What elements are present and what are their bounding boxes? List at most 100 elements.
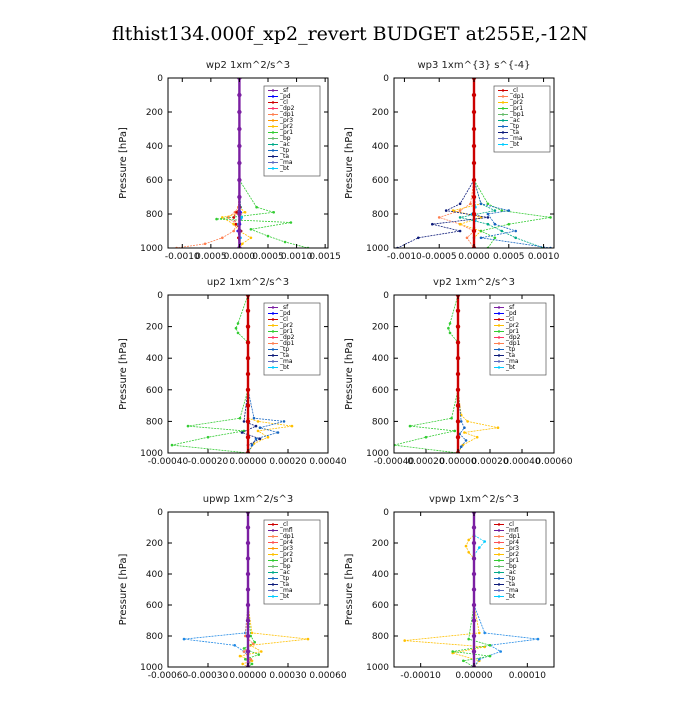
legend-marker [497, 565, 501, 568]
legend-entry: _cl [279, 521, 288, 528]
legend-entry: _cl [279, 316, 288, 323]
y-tick-label: 200 [146, 108, 163, 118]
legend-entry: _bt [279, 364, 290, 371]
legend-entry: _mfl [279, 527, 293, 534]
data-point-tp [479, 236, 483, 240]
legend-marker [497, 547, 501, 550]
data-point-pr2 [260, 650, 263, 653]
panel-title: vp2 1xm^2/s^3 [433, 277, 515, 288]
legend-entry: _bt [505, 364, 516, 371]
data-point-tp [459, 420, 463, 423]
data-point-cl [245, 371, 251, 377]
x-tick-label: 0.00030 [269, 671, 306, 681]
series-group [403, 512, 540, 667]
legend-marker [271, 583, 275, 586]
legend-marker [271, 577, 275, 580]
data-point-ac [500, 229, 504, 233]
legend-marker [497, 535, 501, 538]
legend-entry: _pr3 [279, 117, 293, 124]
data-point-pr2 [256, 429, 260, 433]
data-point-sf [237, 228, 242, 234]
x-tick-label: -0.00040 [148, 457, 189, 467]
data-point-cl [471, 109, 477, 115]
legend-entry: _ma [279, 358, 293, 365]
legend-marker [497, 354, 501, 357]
data-point-cl [471, 126, 477, 132]
data-point-pr2 [232, 222, 235, 226]
data-point-tp [464, 439, 468, 442]
data-point-ta [258, 437, 262, 441]
legend-marker [501, 125, 505, 128]
data-point-cl [245, 633, 251, 639]
data-point-dp1 [203, 242, 207, 246]
data-point-pr3 [478, 631, 481, 635]
legend-marker [271, 336, 275, 339]
data-point-tp [479, 202, 483, 206]
y-tick-label: 800 [146, 210, 163, 220]
legend: _sf_pd_cl_pr2_pr1_dp2_dp1_tp_ta_ma_bt [489, 302, 547, 376]
data-point-cl [245, 403, 251, 408]
legend-marker [501, 119, 505, 122]
chart-panel-2: wp3 1xm^{3} s^{-4} Pressure [hPa] 0 200 400 6… [344, 60, 560, 262]
x-tick-label: -0.00060 [148, 671, 189, 681]
data-point-cl [471, 194, 477, 200]
y-tick-label: 1000 [366, 449, 389, 459]
x-tick-label: 0.0005 [252, 252, 284, 262]
data-point-cl [455, 324, 461, 329]
x-tick-label: 0.00020 [471, 457, 508, 467]
x-tick-label: 0.00060 [535, 457, 572, 467]
data-point-ac [486, 222, 490, 226]
legend-entry: _bp [505, 563, 517, 570]
x-tick-label: 0.00020 [269, 457, 306, 467]
y-tick-label: 800 [146, 417, 163, 427]
data-point-cl [455, 371, 461, 377]
legend-entry: _pr4 [279, 539, 293, 546]
legend-marker [497, 577, 501, 580]
data-point-cl [471, 228, 477, 234]
series-group [396, 78, 552, 248]
legend-entry: _ta [279, 352, 289, 359]
legend-entry: _pr2 [505, 322, 519, 329]
data-point-pr1 [500, 209, 504, 212]
data-point-pr1 [257, 653, 261, 656]
data-point-tp [252, 416, 256, 420]
plot-frame [167, 77, 329, 249]
panel-title: up2 1xm^2/s^3 [207, 277, 289, 288]
data-point-cl [234, 222, 238, 226]
series-line-pr2 [453, 78, 483, 248]
y-tick-label: 600 [146, 601, 163, 611]
data-point-pr1 [424, 435, 428, 439]
legend-entry: _sf [279, 87, 289, 94]
legend: _cl_mfl_dp1_pr4_pr3_pr2_pr1_bp_ac_tp_ta_… [263, 519, 321, 605]
y-tick-label: 400 [146, 570, 163, 580]
y-tick-label: 0 [383, 74, 389, 84]
chart-panel-5: upwp 1xm^2/s^3 Pressure [hPa] 0 200 400 600 80… [118, 494, 347, 681]
y-axis-label: Pressure [hPa] [118, 338, 129, 410]
legend-marker [271, 155, 275, 158]
data-point-pr2 [241, 242, 244, 246]
legend-entry: _ma [509, 135, 523, 142]
data-point-ta [478, 658, 481, 661]
data-point-sf [237, 143, 242, 149]
legend-marker [497, 336, 501, 339]
legend-entry: _dp1 [505, 340, 521, 347]
y-tick-label: 400 [372, 142, 389, 152]
x-tick-label: 0.0010 [528, 252, 560, 262]
y-axis-label: Pressure [hPa] [344, 338, 355, 410]
data-point-pr2 [466, 420, 469, 423]
series-line-pr1 [452, 512, 491, 667]
y-axis-label: Pressure [hPa] [118, 554, 129, 626]
legend-entry: _ma [279, 159, 293, 166]
data-point-pr2 [496, 426, 500, 430]
data-point-pr1 [266, 234, 270, 238]
legend-entry: _pr2 [279, 322, 293, 329]
data-point-sf [237, 211, 242, 217]
legend-entry: _dp1 [505, 533, 521, 540]
legend-marker [271, 541, 275, 544]
data-point-dp1 [469, 202, 472, 206]
data-point-pr1 [493, 236, 497, 240]
legend-entry: _tp [505, 346, 515, 353]
data-point-cl [471, 649, 477, 654]
data-point-pr2 [241, 662, 244, 666]
data-point-pr1 [447, 326, 450, 330]
